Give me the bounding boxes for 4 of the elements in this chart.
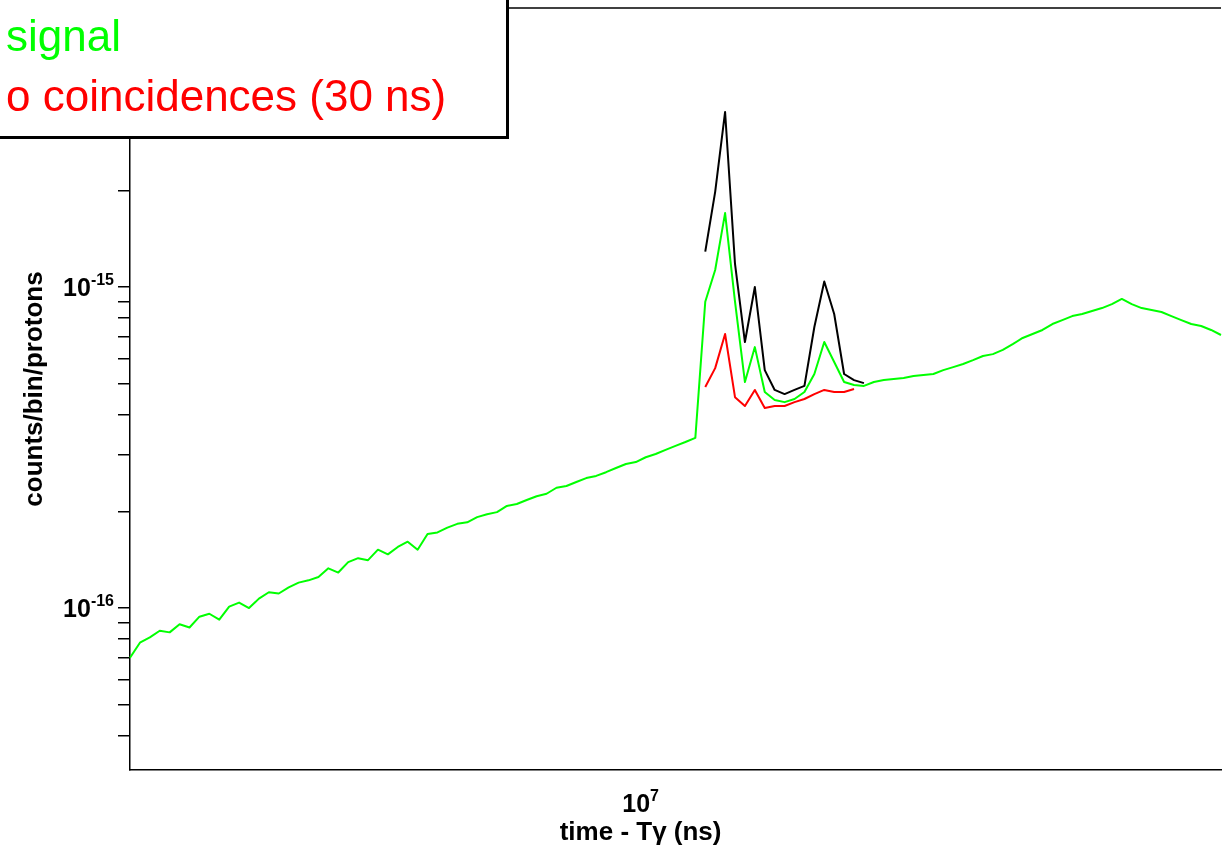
text: signal (6, 10, 122, 62)
y-axis-title: counts/bin/protons (18, 271, 48, 507)
text: o coincidences (30 ns) (6, 70, 447, 122)
x-axis-title: time - Tγ (ns) (559, 816, 722, 846)
